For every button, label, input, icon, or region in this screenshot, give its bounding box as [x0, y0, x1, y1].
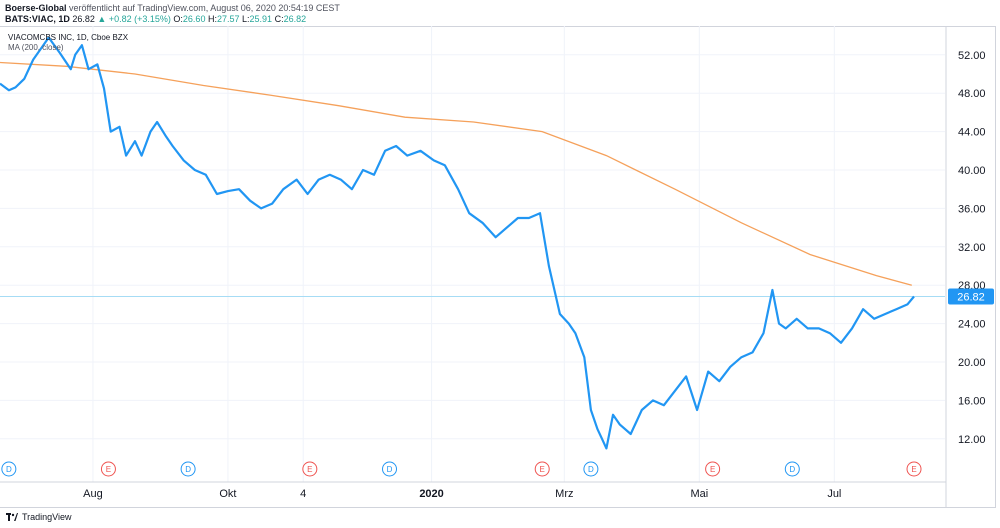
x-tick-label: Mrz: [555, 488, 573, 500]
instrument-name: VIACOMCBS INC, 1D, Cboe BZX: [8, 33, 129, 42]
footer-brand-label: TradingView: [22, 512, 72, 522]
symbol-label: BATS:VIAC, 1D: [5, 14, 70, 24]
close-value: 26.82: [283, 14, 307, 24]
high-label: H:: [207, 14, 217, 24]
y-tick-label: 44.00: [958, 127, 986, 139]
dividend-marker-icon: [784, 461, 800, 477]
event-marker-label: D: [6, 465, 12, 474]
y-tick-label: 40.00: [958, 165, 986, 177]
earnings-marker-icon: [906, 461, 922, 477]
dividend-marker-icon: [180, 461, 196, 477]
x-tick-label: Mai: [690, 488, 708, 500]
x-tick-label: Okt: [219, 488, 236, 500]
up-arrow-icon: ▲: [97, 14, 107, 24]
header-publish-line: Boerse-Global veröffentlicht auf Trading…: [5, 3, 340, 13]
y-tick-label: 20.00: [958, 357, 986, 369]
author-name: Boerse-Global: [5, 3, 67, 13]
y-tick-label: 16.00: [958, 395, 986, 407]
close-label: C:: [274, 14, 284, 24]
event-marker-label: D: [387, 465, 393, 474]
low-label: L:: [242, 14, 250, 24]
ma-200-line: [0, 61, 912, 286]
y-tick-label: 52.00: [958, 50, 986, 62]
last-price-value: 26.82: [72, 14, 95, 24]
y-tick-label: 32.00: [958, 242, 986, 254]
dividend-marker-icon: [583, 461, 599, 477]
publish-info: veröffentlicht auf TradingView.com, Augu…: [69, 3, 340, 13]
event-marker-label: E: [710, 465, 715, 474]
earnings-marker-icon: [302, 461, 318, 477]
y-tick-label: 24.00: [958, 319, 986, 331]
low-value: 25.91: [249, 14, 273, 24]
earnings-marker-icon: [534, 461, 550, 477]
event-marker-label: E: [307, 465, 312, 474]
change-text: +0.82 (+3.15%): [108, 14, 171, 24]
last-price-badge-label: 26.82: [957, 292, 985, 304]
indicator-label[interactable]: MA (200, close): [8, 43, 64, 52]
x-tick-label: Jul: [827, 488, 841, 500]
dividend-marker-icon: [1, 461, 17, 477]
event-marker-label: D: [588, 465, 594, 474]
x-tick-label: Aug: [83, 488, 103, 500]
event-marker-label: E: [540, 465, 545, 474]
open-value: 26.60: [182, 14, 206, 24]
header-quote-line: BATS:VIAC, 1D 26.82 ▲ +0.82 (+3.15%) O:2…: [5, 14, 306, 24]
y-tick-label: 48.00: [958, 88, 986, 100]
open-label: O:: [173, 14, 183, 24]
high-value: 27.57: [216, 14, 240, 24]
event-marker-label: D: [185, 465, 191, 474]
chart-frame: [0, 26, 996, 508]
x-tick-label: 2020: [419, 488, 443, 500]
event-marker-label: E: [911, 465, 916, 474]
x-tick-label: 4: [300, 488, 306, 500]
tradingview-logo-icon: [6, 513, 18, 521]
last-price-badge: [948, 288, 994, 305]
price-line: [0, 36, 915, 450]
dividend-marker-icon: [382, 461, 398, 477]
earnings-marker-icon: [705, 461, 721, 477]
event-marker-label: E: [106, 465, 111, 474]
y-tick-label: 12.00: [958, 434, 986, 446]
y-tick-label: 36.00: [958, 203, 986, 215]
change-value: ▲ +0.82 (+3.15%): [97, 14, 170, 24]
earnings-marker-icon: [100, 461, 116, 477]
event-marker-label: D: [789, 465, 795, 474]
footer-brand: TradingView: [6, 512, 72, 522]
